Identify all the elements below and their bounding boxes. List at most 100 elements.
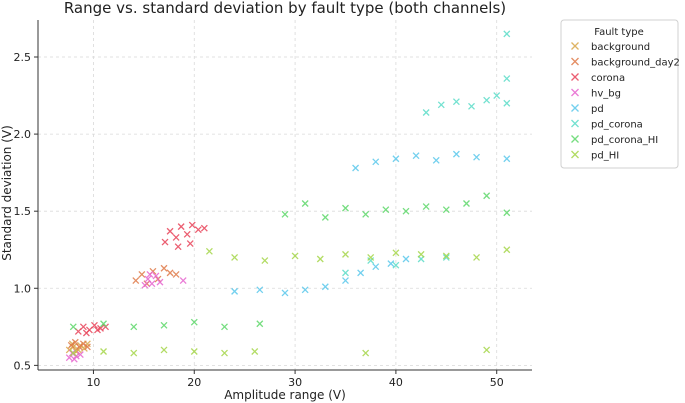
series-pd-corona <box>342 30 511 277</box>
data-point <box>473 253 481 261</box>
legend-label: pd_corona <box>591 120 643 131</box>
x-tick-label: 10 <box>86 376 100 389</box>
data-point <box>281 289 289 297</box>
legend: Fault type background background_day2coro… <box>560 19 680 169</box>
data-point <box>452 98 460 106</box>
data-point <box>160 264 168 272</box>
data-point <box>141 281 149 289</box>
data-point <box>463 200 470 207</box>
legend-marker <box>571 104 579 112</box>
data-point <box>316 255 324 263</box>
data-point <box>102 323 110 331</box>
data-point <box>352 164 360 172</box>
data-point <box>148 280 156 288</box>
data-point <box>342 250 349 258</box>
data-point <box>452 150 460 158</box>
data-point <box>205 247 213 255</box>
data-point <box>154 275 162 283</box>
data-point <box>362 210 370 218</box>
data-point <box>172 233 180 241</box>
data-point <box>76 351 84 359</box>
data-point <box>468 102 475 110</box>
legend-item: pd_corona <box>571 119 643 131</box>
data-point <box>372 263 380 271</box>
data-point <box>82 329 90 337</box>
data-point <box>90 321 98 329</box>
data-point <box>301 286 309 294</box>
data-point <box>342 277 349 285</box>
legend-item: background <box>571 42 650 53</box>
data-point <box>221 323 228 331</box>
data-point <box>483 346 491 354</box>
legend-item: hv_bg <box>571 89 621 100</box>
data-point <box>342 269 349 277</box>
data-point <box>503 75 511 83</box>
legend-marker <box>571 57 579 66</box>
data-point <box>412 152 420 160</box>
x-axis-title: Amplitude range (V) <box>224 388 346 402</box>
data-point <box>392 155 400 163</box>
data-point <box>100 348 107 355</box>
data-point <box>172 270 180 278</box>
data-point <box>166 269 174 277</box>
data-point <box>503 99 511 107</box>
data-point <box>261 257 269 264</box>
data-point <box>186 240 194 248</box>
data-point <box>183 230 191 238</box>
data-point <box>67 341 75 349</box>
legend-label: pd <box>591 104 604 115</box>
y-tick-label: 1.5 <box>14 205 32 218</box>
legend-label: pd_corona_HI <box>591 135 658 146</box>
data-point <box>402 207 410 215</box>
data-point <box>392 261 400 269</box>
data-point <box>372 158 380 166</box>
y-axis-title: Standard deviation (V) <box>0 125 14 261</box>
legend-item: pd_corona_HI <box>571 135 658 146</box>
data-point <box>417 250 425 258</box>
data-point <box>166 227 174 235</box>
y-tick-label: 2.0 <box>14 128 32 141</box>
data-point <box>221 349 228 357</box>
series-pd-corona-HI <box>69 192 511 331</box>
legend-marker <box>571 119 579 128</box>
data-point <box>83 343 91 351</box>
data-point <box>422 203 430 211</box>
legend-item: pd_HI <box>571 150 619 162</box>
data-point <box>160 346 168 354</box>
data-point <box>367 253 375 261</box>
legend-marker <box>571 135 579 143</box>
chart-title: Range vs. standard deviation by fault ty… <box>64 0 506 17</box>
data-point <box>437 101 445 109</box>
data-point <box>94 326 101 334</box>
axes: 10 20 30 40 50 0.5 1.0 1.5 2.0 2.5 <box>14 20 532 389</box>
legend-label: background <box>591 42 650 53</box>
legend-marker <box>571 150 579 159</box>
data-point <box>342 204 349 212</box>
data-point <box>69 323 77 331</box>
data-point <box>200 224 208 232</box>
gridlines <box>38 20 532 370</box>
data-point <box>179 277 187 285</box>
x-tick-label: 50 <box>490 376 504 389</box>
series-background-day2 <box>67 264 180 351</box>
data-point <box>256 286 264 294</box>
data-point <box>161 238 169 246</box>
data-point <box>194 226 202 234</box>
data-point <box>483 192 491 200</box>
data-point <box>231 253 239 261</box>
data-point <box>432 156 440 164</box>
legend-label: corona <box>591 73 625 84</box>
data-point <box>130 323 138 331</box>
data-point <box>442 253 450 261</box>
legend-label: background_day2 <box>591 58 680 69</box>
y-tick-label: 1.0 <box>14 282 32 295</box>
data-point <box>321 283 329 291</box>
data-point <box>188 221 196 229</box>
data-point <box>362 349 370 357</box>
y-tick-label: 0.5 <box>14 359 32 372</box>
data-point <box>301 200 309 207</box>
legend-label: hv_bg <box>591 89 621 100</box>
series-pd-HI <box>69 246 511 357</box>
